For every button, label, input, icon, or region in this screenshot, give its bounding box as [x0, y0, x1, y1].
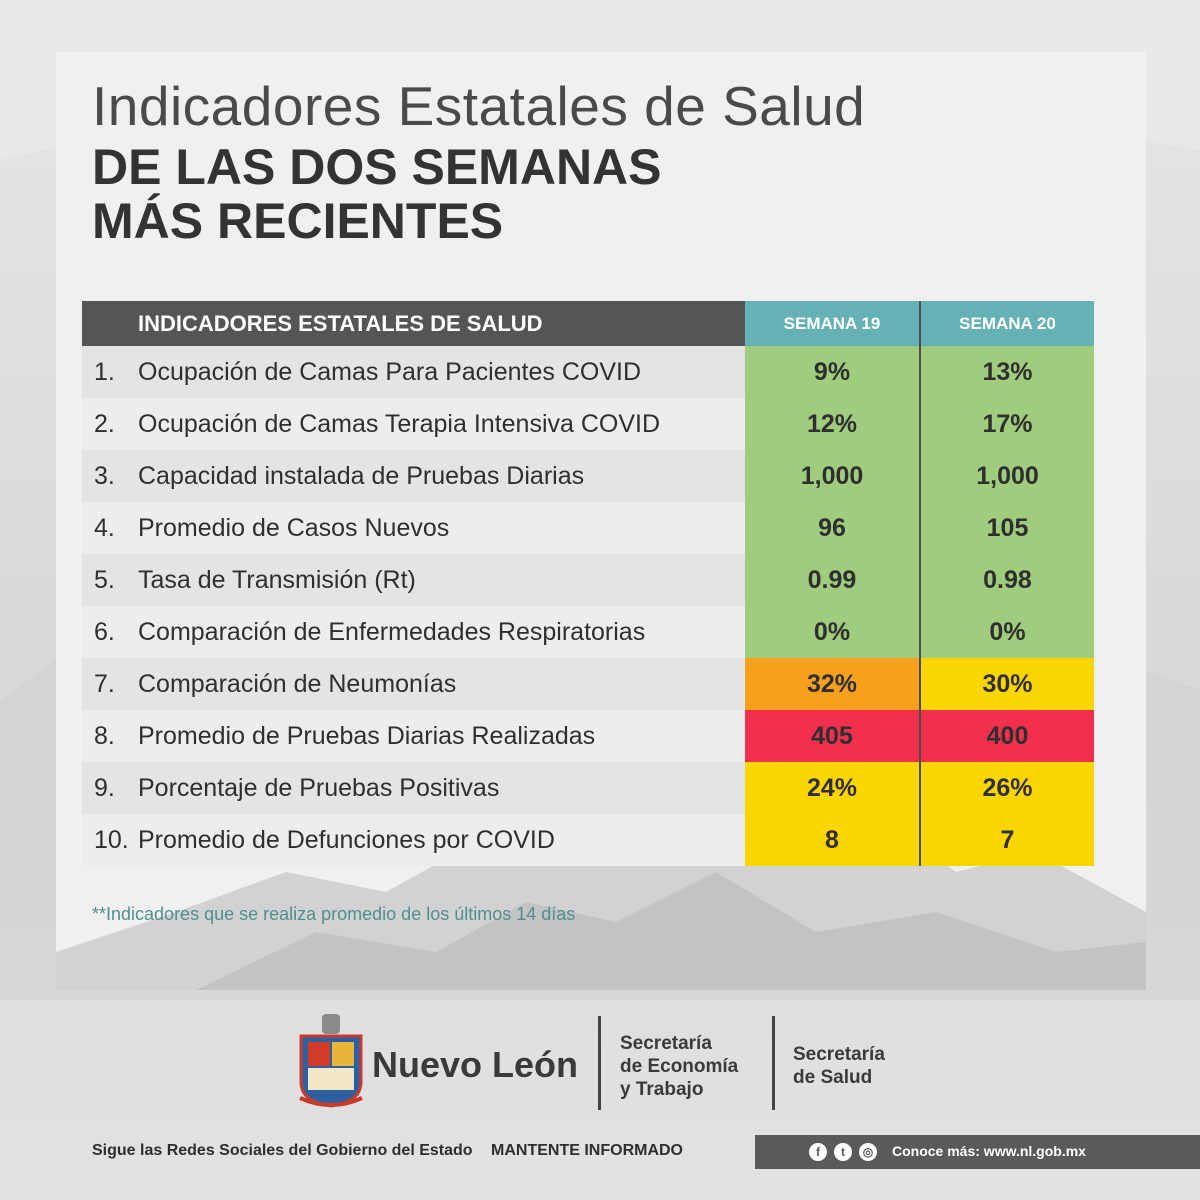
economia-line-2: de Economía [620, 1056, 739, 1077]
table-row: 8. Promedio de Pruebas Diarias Realizadas… [82, 710, 1094, 762]
economia-line-3: y Trabajo [620, 1079, 704, 1100]
week-19-value: 24% [745, 762, 920, 814]
salud-line-1: Secretaría [793, 1044, 885, 1065]
subtitle-line-1: DE LAS DOS SEMANAS [92, 139, 662, 195]
twitter-icon[interactable]: t [834, 1143, 852, 1161]
website-link[interactable]: Conoce más: www.nl.gob.mx [892, 1143, 1086, 1159]
informed-text: MANTENTE INFORMADO [491, 1142, 683, 1159]
indicator-name: 8. Promedio de Pruebas Diarias Realizadas [82, 710, 745, 762]
indicator-number: 9. [94, 773, 115, 802]
table-row: 1. Ocupación de Camas Para Pacientes COVI… [82, 346, 1094, 398]
week-20-value: 1,000 [919, 450, 1094, 502]
week-20-value: 7 [919, 814, 1094, 866]
indicator-name: 6. Comparación de Enfermedades Respirator… [82, 606, 745, 658]
indicator-name: 5. Tasa de Transmisión (Rt) [82, 554, 745, 606]
week-20-value: 17% [919, 398, 1094, 450]
table-row: 6. Comparación de Enfermedades Respirator… [82, 606, 1094, 658]
indicator-name: 2. Ocupación de Camas Terapia Intensiva C… [82, 398, 745, 450]
table-row: 3. Capacidad instalada de Pruebas Diarias… [82, 450, 1094, 502]
economia-line-1: Secretaría [620, 1033, 712, 1054]
week-19-value: 0.99 [745, 554, 920, 606]
week-19-value: 32% [745, 658, 920, 710]
indicator-label: Promedio de Defunciones por COVID [138, 825, 555, 854]
indicator-name: 1. Ocupación de Camas Para Pacientes COVI… [82, 346, 745, 398]
indicator-number: 1. [94, 357, 115, 386]
state-name: Nuevo León [372, 1044, 579, 1085]
table-row: 7. Comparación de Neumonías 32% 30% [82, 658, 1094, 710]
content-card: Indicadores Estatales de Salud DE LAS DO… [56, 52, 1146, 990]
header-week-20: SEMANA 20 [919, 301, 1094, 346]
page-title: Indicadores Estatales de Salud [92, 75, 866, 137]
table-row: 10. Promedio de Defunciones por COVID 8 7 [82, 814, 1094, 866]
indicator-label: Promedio de Casos Nuevos [138, 513, 450, 542]
header-indicators: INDICADORES ESTATALES DE SALUD [82, 301, 745, 346]
week-19-value: 9% [745, 346, 920, 398]
indicator-number: 5. [94, 565, 115, 594]
logos-bar: Nuevo León Secretaría de Economía y Trab… [296, 1012, 916, 1112]
indicator-label: Comparación de Neumonías [138, 669, 457, 698]
indicator-label: Ocupación de Camas Terapia Intensiva COV… [138, 409, 661, 438]
indicator-number: 3. [94, 461, 115, 490]
secretaria-economia-logo: Secretaría de Economía y Trabajo [620, 1032, 738, 1101]
week-20-value: 30% [919, 658, 1094, 710]
instagram-icon[interactable]: ◎ [859, 1143, 877, 1161]
week-20-value: 13% [919, 346, 1094, 398]
subtitle-line-2: MÁS RECIENTES [92, 193, 504, 249]
week-20-value: 105 [919, 502, 1094, 554]
salud-line-2: de Salud [793, 1067, 873, 1088]
week-19-value: 405 [745, 710, 920, 762]
table-row: 5. Tasa de Transmisión (Rt) 0.99 0.98 [82, 554, 1094, 606]
indicator-name: 3. Capacidad instalada de Pruebas Diarias [82, 450, 745, 502]
nuevo-leon-shield-logo [299, 1014, 363, 1108]
week-19-value: 12% [745, 398, 920, 450]
indicator-number: 4. [94, 513, 115, 542]
table-row: 2. Ocupación de Camas Terapia Intensiva C… [82, 398, 1094, 450]
table-header-row: INDICADORES ESTATALES DE SALUD SEMANA 19… [82, 301, 1094, 346]
table-row: 9. Porcentaje de Pruebas Positivas 24% 26% [82, 762, 1094, 814]
indicator-number: 6. [94, 617, 115, 646]
week-19-value: 96 [745, 502, 920, 554]
follow-text: Sigue las Redes Sociales del Gobierno de… [92, 1142, 473, 1159]
week-19-value: 8 [745, 814, 920, 866]
week-20-value: 0.98 [919, 554, 1094, 606]
indicator-number: 8. [94, 721, 115, 750]
indicator-label: Capacidad instalada de Pruebas Diarias [138, 461, 585, 490]
indicator-label: Promedio de Pruebas Diarias Realizadas [138, 721, 596, 750]
indicator-label: Tasa de Transmisión (Rt) [138, 565, 416, 594]
table-body: 1. Ocupación de Camas Para Pacientes COVI… [82, 346, 1094, 866]
indicator-label: Ocupación de Camas Para Pacientes COVID [138, 357, 642, 386]
indicator-label: Porcentaje de Pruebas Positivas [138, 773, 500, 802]
indicator-number: 10. [94, 825, 129, 854]
table-row: 4. Promedio de Casos Nuevos 96 105 [82, 502, 1094, 554]
week-19-value: 1,000 [745, 450, 920, 502]
week-19-value: 0% [745, 606, 920, 658]
indicators-table: INDICADORES ESTATALES DE SALUD SEMANA 19… [82, 301, 1094, 866]
indicator-name: 10. Promedio de Defunciones por COVID [82, 814, 745, 866]
indicator-name: 9. Porcentaje de Pruebas Positivas [82, 762, 745, 814]
week-20-value: 400 [919, 710, 1094, 762]
week-20-value: 0% [919, 606, 1094, 658]
secretaria-salud-logo: Secretaría de Salud [793, 1043, 885, 1089]
facebook-icon[interactable]: f [809, 1143, 827, 1161]
header-week-19: SEMANA 19 [745, 301, 920, 346]
footer-bar: f t ◎ Conoce más: www.nl.gob.mx [755, 1135, 1200, 1169]
indicator-label: Comparación de Enfermedades Respiratoria… [138, 617, 646, 646]
footnote: **Indicadores que se realiza promedio de… [92, 904, 576, 924]
indicator-name: 7. Comparación de Neumonías [82, 658, 745, 710]
week-20-value: 26% [919, 762, 1094, 814]
indicator-name: 4. Promedio de Casos Nuevos [82, 502, 745, 554]
footer-text: Sigue las Redes Sociales del Gobierno de… [92, 1142, 697, 1160]
logo-divider [598, 1016, 601, 1110]
indicator-number: 2. [94, 409, 115, 438]
page-subtitle: DE LAS DOS SEMANAS MÁS RECIENTES [92, 140, 662, 248]
indicator-number: 7. [94, 669, 115, 698]
logo-divider [772, 1016, 775, 1110]
